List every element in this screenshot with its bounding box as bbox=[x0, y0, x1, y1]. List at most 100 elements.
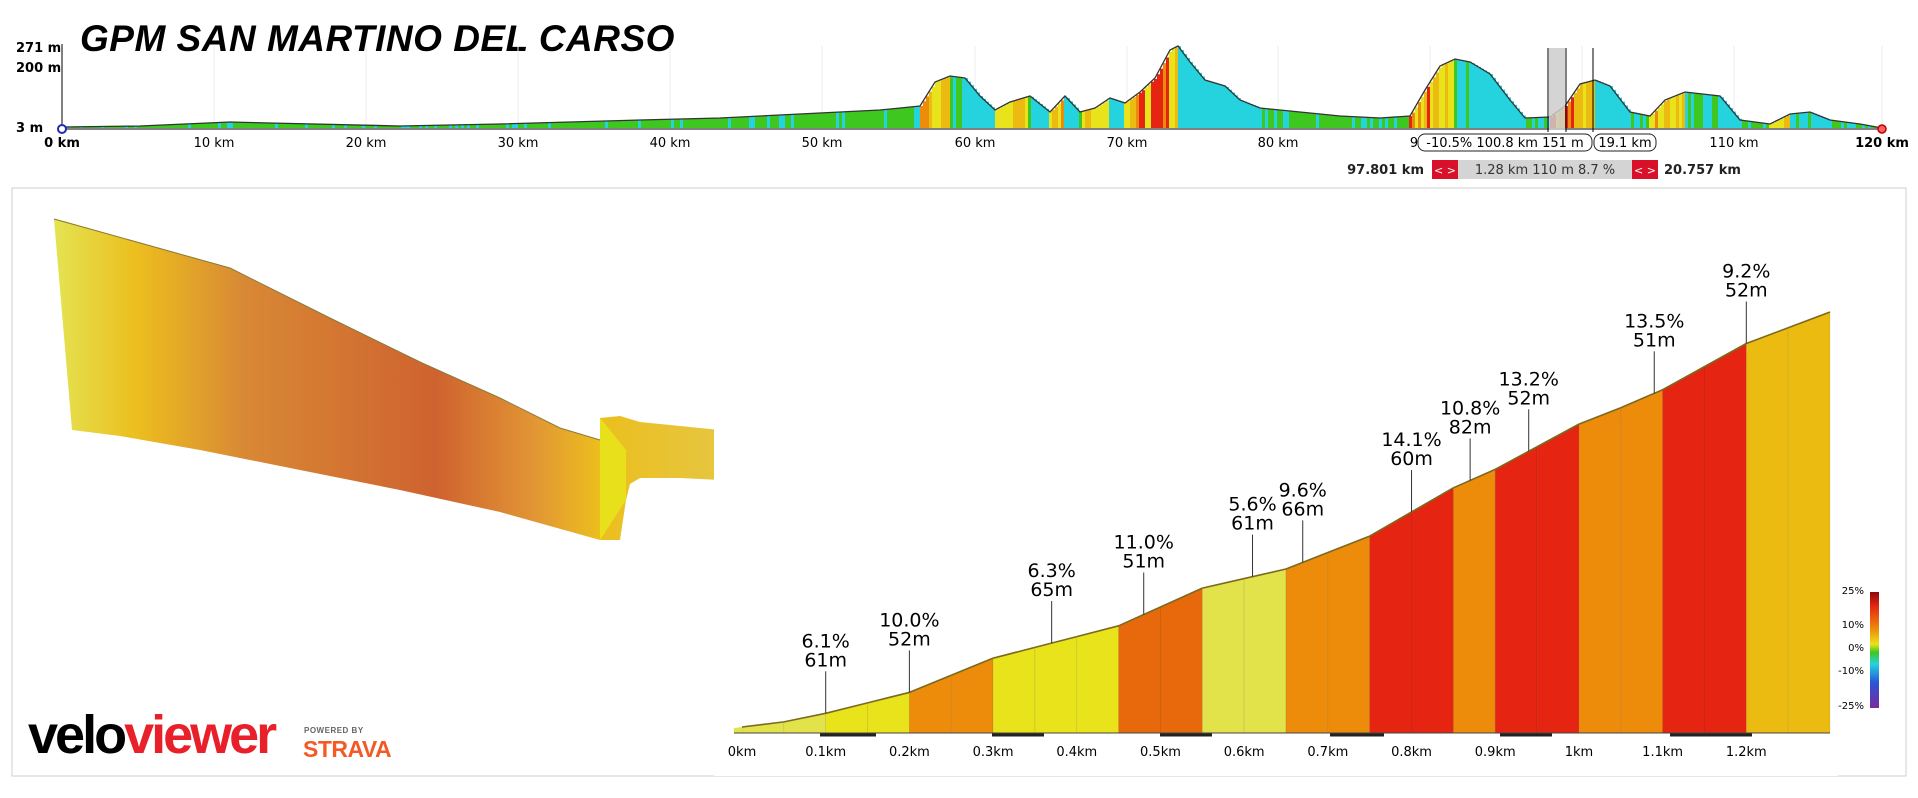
overview-selection[interactable] bbox=[1547, 48, 1594, 132]
overview-profile-slice bbox=[413, 125, 416, 128]
overview-profile-slice bbox=[356, 124, 359, 128]
selection-window bbox=[1549, 48, 1565, 130]
overview-profile-slice bbox=[1103, 102, 1106, 128]
overview-profile-slice bbox=[773, 115, 776, 128]
overview-profile-slice bbox=[1031, 96, 1034, 128]
overview-profile-slice bbox=[428, 125, 431, 128]
overview-profile-slice bbox=[470, 124, 473, 128]
overview-profile-slice bbox=[692, 118, 695, 128]
overview-profile-slice bbox=[539, 122, 542, 128]
overview-profile-slice bbox=[749, 116, 752, 128]
overview-profile-slice bbox=[551, 122, 554, 128]
selection-info-text: -10.5% 100.8 km 151 m bbox=[1426, 136, 1583, 151]
overview-profile-slice bbox=[1862, 124, 1865, 128]
main-x-tick-label: 0km bbox=[728, 745, 756, 760]
overview-profile-slice bbox=[1166, 57, 1169, 128]
overview-profile-slice bbox=[173, 124, 176, 128]
overview-profile-slice bbox=[1211, 81, 1214, 128]
annotation-elevation: 51m bbox=[1633, 329, 1676, 351]
selection-end-value: 20.757 km bbox=[1664, 163, 1741, 178]
overview-profile-slice bbox=[1685, 92, 1688, 128]
overview-profile-slice bbox=[797, 114, 800, 128]
overview-profile-slice bbox=[239, 122, 242, 128]
overview-profile-slice bbox=[1577, 88, 1580, 128]
overview-profile-slice bbox=[1370, 117, 1373, 128]
profile-top-edge bbox=[1202, 577, 1245, 589]
overview-profile-slice bbox=[791, 114, 794, 128]
annotation-gradient: 6.3% bbox=[1028, 560, 1076, 582]
overview-x-tick-label: 60 km bbox=[955, 136, 996, 151]
gradient-segment-bar bbox=[1578, 407, 1622, 734]
nudge-button-bg bbox=[1632, 160, 1658, 179]
overview-profile-slice bbox=[1016, 100, 1019, 128]
overview-profile-slice bbox=[395, 125, 398, 128]
overview-profile-slice bbox=[323, 124, 326, 128]
overview-profile-slice bbox=[1703, 94, 1706, 128]
annotation-gradient: 13.5% bbox=[1624, 310, 1684, 332]
overview-profile-slice bbox=[143, 125, 146, 128]
overview-profile-slice bbox=[1778, 120, 1781, 128]
overview-profile-slice bbox=[1091, 109, 1094, 128]
overview-profile-slice bbox=[905, 107, 908, 128]
overview-profile-slice bbox=[1121, 101, 1124, 128]
overview-profile-slice bbox=[779, 115, 782, 128]
overview-profile-slice bbox=[752, 116, 755, 128]
overview-profile-slice bbox=[527, 123, 530, 128]
selection-bar[interactable]: 97.801 km < > < > 1.28 km 110 m 8.7 % 20.757… bbox=[1347, 160, 1741, 179]
overview-profile-slice bbox=[1040, 104, 1043, 128]
overview-elevation-chart[interactable]: 271 m 200 m 3 m0 km 10 km 20 km 30 km 40 km 50 … bbox=[0, 0, 1918, 190]
gradient-segment-bar bbox=[1704, 342, 1747, 734]
overview-profile-slice bbox=[518, 123, 521, 128]
main-x-tick-label: 0.3km bbox=[973, 745, 1014, 760]
gradient-segment-bar bbox=[1369, 511, 1412, 734]
overview-profile-slice bbox=[824, 112, 827, 128]
overview-profile-slice bbox=[512, 123, 515, 128]
selection-nudge-buttons[interactable]: < > bbox=[1432, 160, 1458, 179]
strava-logo[interactable]: STRAVA bbox=[303, 736, 392, 762]
overview-profile-slice bbox=[1775, 121, 1778, 128]
overview-profile-slice bbox=[98, 126, 101, 128]
annotation-gradient: 6.1% bbox=[802, 630, 850, 652]
overview-profile-slice bbox=[371, 125, 374, 128]
overview-profile-slice bbox=[1835, 120, 1838, 128]
overview-profile-slice bbox=[1682, 93, 1685, 128]
overview-profile-slice bbox=[1292, 111, 1295, 128]
overview-profile-slice bbox=[437, 125, 440, 128]
overview-profile-slice bbox=[269, 122, 272, 128]
overview-profile-slice bbox=[830, 112, 833, 128]
veloviewer-logo[interactable]: veloviewer bbox=[28, 708, 277, 762]
overview-profile-slice bbox=[941, 79, 944, 128]
overview-profile-slice bbox=[104, 126, 107, 128]
overview-profile-slice bbox=[974, 88, 977, 128]
overview-profile-slice bbox=[893, 108, 896, 128]
overview-profile-slice bbox=[1673, 96, 1676, 128]
overview-profile-slice bbox=[1268, 108, 1271, 128]
overview-profile-fill bbox=[61, 45, 1883, 129]
overview-profile-slice bbox=[1691, 92, 1694, 128]
annotation-gradient: 10.8% bbox=[1440, 397, 1500, 419]
overview-profile-slice bbox=[524, 123, 527, 128]
overview-profile-slice bbox=[1190, 62, 1193, 128]
overview-profile-slice bbox=[1742, 120, 1745, 128]
annotation-elevation: 52m bbox=[1725, 280, 1768, 302]
overview-profile-slice bbox=[1400, 116, 1403, 128]
main-x-tick-label: 0.7km bbox=[1307, 745, 1348, 760]
profile-top-edge bbox=[1746, 327, 1789, 345]
overview-profile-slice bbox=[590, 121, 593, 128]
overview-profile-slice bbox=[1580, 84, 1583, 128]
overview-profile-slice bbox=[557, 122, 560, 128]
overview-profile-slice bbox=[1841, 121, 1844, 128]
overview-profile-slice bbox=[1154, 78, 1157, 128]
overview-profile-slice bbox=[920, 106, 923, 128]
overview-profile-slice bbox=[902, 107, 905, 128]
overview-profile-slice bbox=[950, 76, 953, 128]
gradient-segment-bar bbox=[1076, 625, 1119, 734]
overview-profile-slice bbox=[809, 113, 812, 128]
selection-info-box bbox=[1593, 133, 1657, 152]
profile-top-edge bbox=[1285, 551, 1329, 570]
overview-profile-slice bbox=[818, 113, 821, 128]
overview-profile-slice bbox=[1001, 106, 1004, 128]
overview-profile-slice bbox=[1697, 93, 1700, 128]
selection-nudge-buttons[interactable]: < > bbox=[1632, 160, 1658, 179]
overview-profile-slice bbox=[650, 119, 653, 128]
